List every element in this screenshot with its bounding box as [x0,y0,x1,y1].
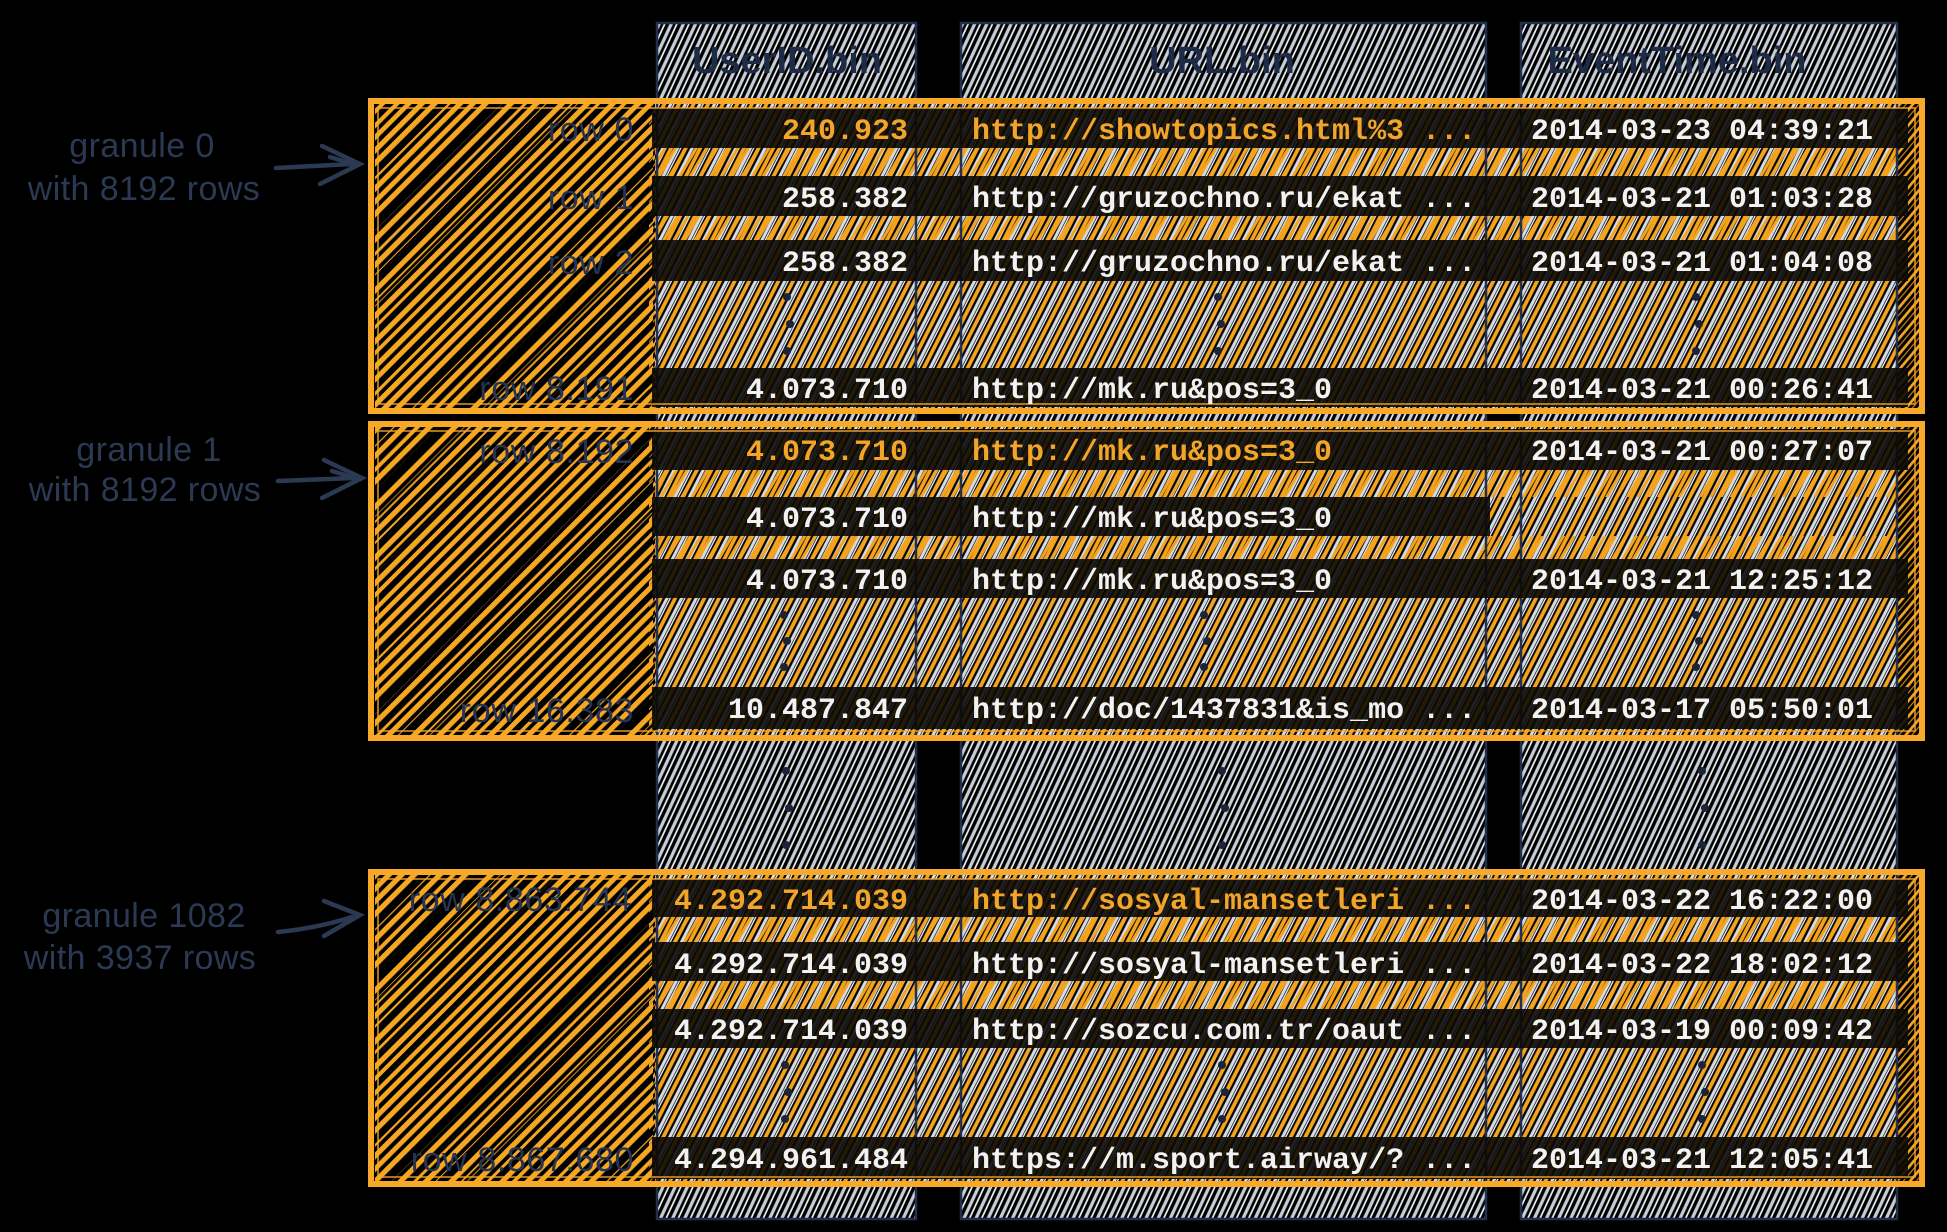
svg-text:http://mk.ru&pos=3_0: http://mk.ru&pos=3_0 [972,436,1332,470]
svg-text:http://mk.ru&pos=3_0: http://mk.ru&pos=3_0 [972,503,1332,537]
svg-text:2014-03-21 12:05:41: 2014-03-21 12:05:41 [1531,1144,1873,1178]
svg-text:2014-03-21 12:25:12: 2014-03-21 12:25:12 [1531,565,1873,599]
svg-text:row 8.192: row 8.192 [479,433,634,471]
svg-text:row 8.863.744: row 8.863.744 [409,881,632,919]
svg-text:4.073.710: 4.073.710 [746,374,908,408]
svg-text:2014-03-22 16:22:00: 2014-03-22 16:22:00 [1531,885,1873,919]
svg-text:http://doc/1437831&is_mo ...: http://doc/1437831&is_mo ... [972,694,1476,728]
svg-text:240.923: 240.923 [782,115,908,149]
svg-text:4.292.714.039: 4.292.714.039 [674,949,908,983]
svg-text:2014-03-19 00:09:42: 2014-03-19 00:09:42 [1531,1015,1873,1049]
svg-text:2014-03-23 04:39:21: 2014-03-23 04:39:21 [1531,115,1873,149]
svg-text:http://gruzochno.ru/ekat ...: http://gruzochno.ru/ekat ... [972,183,1476,217]
svg-text:2014-03-21 00:26:41: 2014-03-21 00:26:41 [1531,374,1873,408]
svg-text:row 0: row 0 [548,111,634,149]
svg-text:http://sosyal-mansetleri ...: http://sosyal-mansetleri ... [972,885,1476,919]
svg-text:2014-03-22 18:02:12: 2014-03-22 18:02:12 [1531,949,1873,983]
svg-text:4.292.714.039: 4.292.714.039 [674,885,908,919]
svg-text:with 8192 rows: with 8192 rows [27,170,260,208]
svg-text:http://mk.ru&pos=3_0: http://mk.ru&pos=3_0 [972,565,1332,599]
svg-text:row 8.191: row 8.191 [479,370,634,408]
svg-text:http://sosyal-mansetleri ...: http://sosyal-mansetleri ... [972,949,1476,983]
svg-text:row 8.867.680: row 8.867.680 [411,1141,634,1179]
svg-text:2014-03-21 01:03:28: 2014-03-21 01:03:28 [1531,183,1873,217]
svg-text:4.294.961.484: 4.294.961.484 [674,1144,908,1178]
svg-text:2014-03-17 05:50:01: 2014-03-17 05:50:01 [1531,694,1873,728]
svg-text:4.073.710: 4.073.710 [746,436,908,470]
svg-text:http://sozcu.com.tr/oaut ...: http://sozcu.com.tr/oaut ... [972,1015,1476,1049]
svg-text:with 3937 rows: with 3937 rows [23,939,256,977]
svg-text:4.073.710: 4.073.710 [746,503,908,537]
svg-text:4.292.714.039: 4.292.714.039 [674,1015,908,1049]
svg-text:https://m.sport.airway/? ...: https://m.sport.airway/? ... [972,1144,1476,1178]
svg-text:2014-03-21 01:04:08: 2014-03-21 01:04:08 [1531,247,1873,281]
svg-text:URL.bin: URL.bin [1149,40,1295,82]
svg-text:2014-03-21 00:27:07: 2014-03-21 00:27:07 [1531,436,1873,470]
svg-text:http://mk.ru&pos=3_0: http://mk.ru&pos=3_0 [972,374,1332,408]
svg-text:granule 0: granule 0 [69,127,214,165]
svg-text:http://gruzochno.ru/ekat ...: http://gruzochno.ru/ekat ... [972,247,1476,281]
svg-text:with 8192 rows: with 8192 rows [28,471,261,509]
svg-text:row 16.383: row 16.383 [460,692,634,730]
svg-text:row 2: row 2 [548,244,634,282]
svg-text:http://showtopics.html%3 ...: http://showtopics.html%3 ... [972,115,1476,149]
svg-text:4.073.710: 4.073.710 [746,565,908,599]
svg-text:10.487.847: 10.487.847 [728,694,908,728]
svg-text:UserID.bin: UserID.bin [692,40,882,82]
svg-text:EventTime.bin: EventTime.bin [1547,40,1806,82]
svg-text:granule 1: granule 1 [76,431,221,469]
svg-text:granule 1082: granule 1082 [42,897,245,935]
svg-text:258.382: 258.382 [782,183,908,217]
svg-text:258.382: 258.382 [782,247,908,281]
svg-text:row 1: row 1 [548,179,634,217]
